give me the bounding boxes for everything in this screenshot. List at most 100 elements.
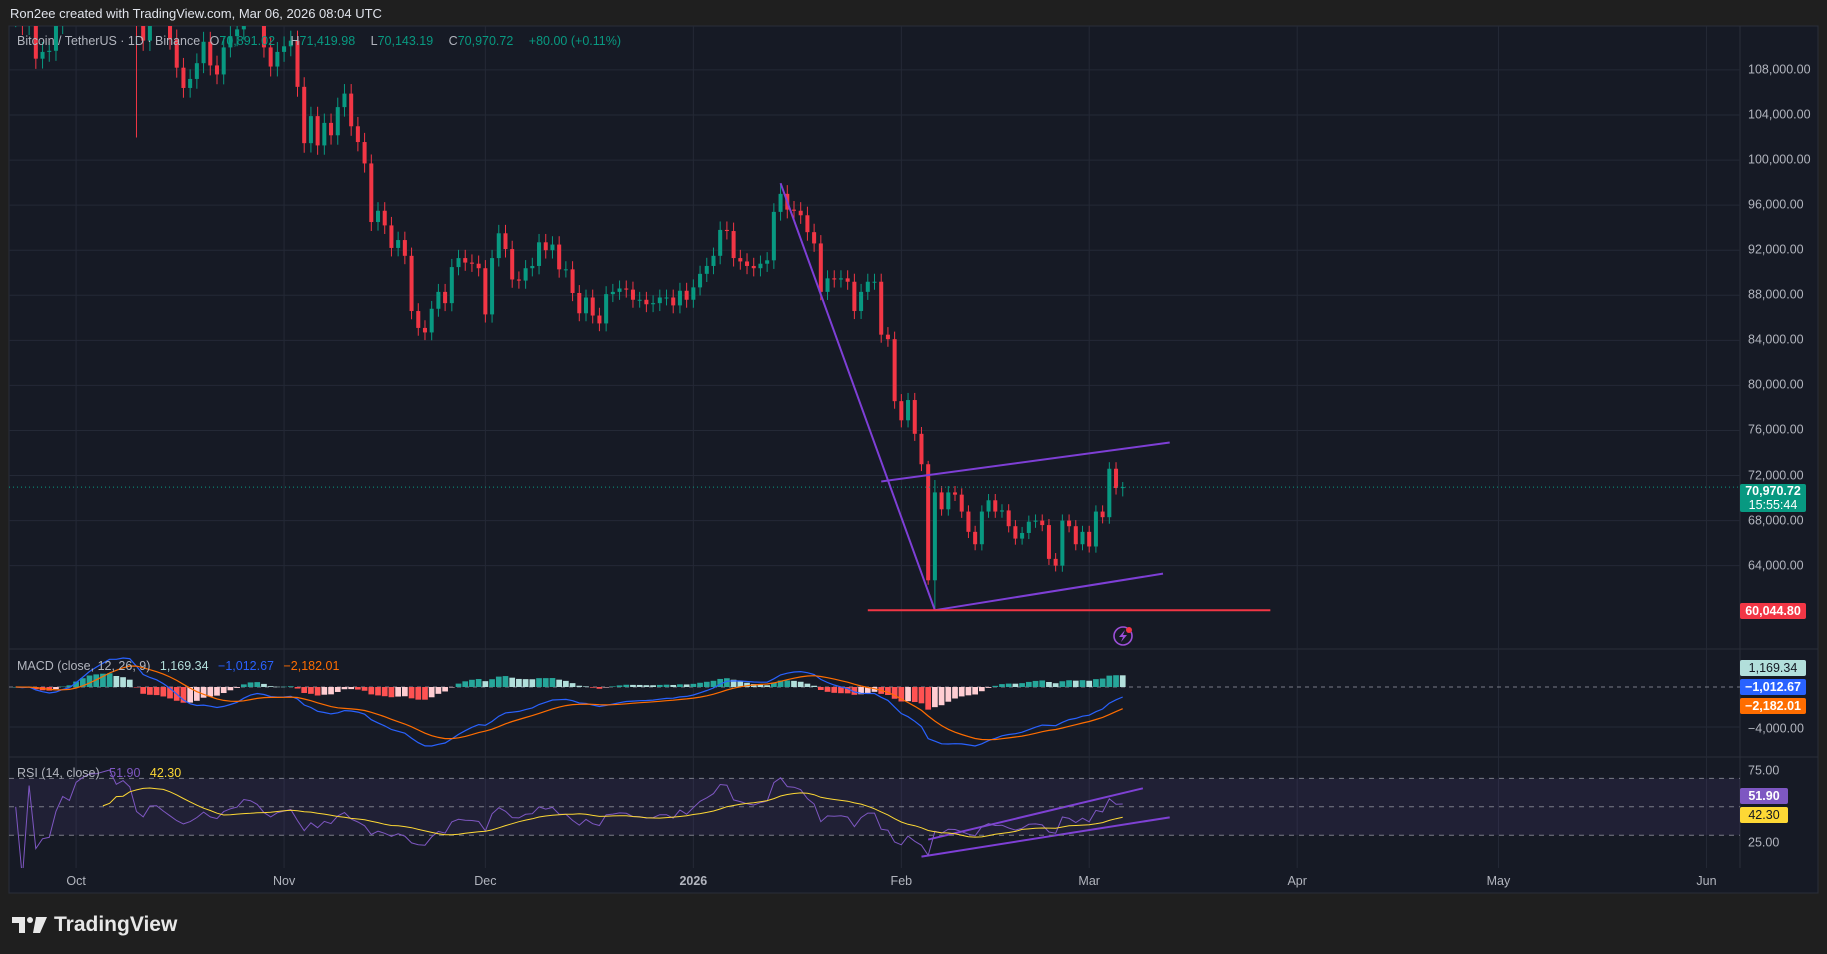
macd-histogram-bar: [771, 682, 777, 687]
macd-histogram-bar: [321, 687, 328, 695]
candle-body: [939, 492, 944, 510]
macd-histogram-bar: [717, 678, 724, 687]
symbol-label[interactable]: Bitcoin / TetherUS · 1D · Binance: [17, 34, 201, 48]
price-axis-label: 64,000.00: [1748, 558, 1804, 573]
candle-body: [174, 39, 179, 68]
rsi-pane[interactable]: [9, 769, 1740, 878]
candle-body: [516, 279, 521, 281]
macd-histogram-bar: [932, 687, 938, 708]
macd-histogram-bar: [1052, 683, 1059, 687]
macd-histogram-bar: [858, 687, 864, 695]
candle-body: [583, 297, 589, 314]
macd-histogram-bar: [287, 686, 294, 687]
price-pane[interactable]: [9, 0, 1740, 612]
time-axis-label: Dec: [474, 874, 497, 888]
candle-body: [208, 41, 213, 66]
macd-histogram-bar: [254, 682, 261, 687]
macd-histogram-bar: [261, 683, 267, 687]
candle-body: [637, 299, 642, 301]
macd-histogram-bar: [542, 678, 549, 687]
candle-body: [20, 17, 24, 25]
price-axis-label: 104,000.00: [1748, 107, 1811, 122]
macd-histogram-bar: [636, 684, 643, 687]
macd-histogram-bar: [1019, 683, 1025, 687]
candle-body: [818, 243, 823, 292]
macd-histogram-bar: [905, 687, 911, 702]
candle-body: [449, 267, 454, 304]
candle-body: [1020, 532, 1025, 539]
trendline: [927, 787, 1144, 841]
candle-body: [469, 262, 474, 264]
macd-histogram-bar: [1066, 680, 1072, 687]
candle-body: [214, 65, 220, 75]
close-value: 70,970.72: [457, 34, 514, 48]
price-axis-label: 80,000.00: [1748, 377, 1804, 392]
macd-histogram-bar: [388, 687, 395, 698]
candle-body: [389, 225, 394, 248]
macd-histogram-bar: [764, 685, 771, 687]
price-axis-label: 76,000.00: [1748, 422, 1804, 437]
macd-histogram-bar: [791, 680, 797, 687]
candle-body: [40, 51, 45, 59]
rsi-ma-tag: 42.30: [1740, 807, 1788, 823]
candle-body: [295, 40, 300, 87]
macd-histogram-bar: [408, 687, 415, 699]
close-label: C: [448, 34, 458, 48]
macd-indicator-label[interactable]: MACD (close, 12, 26, 9): [17, 659, 151, 673]
macd-histogram-bar: [690, 683, 697, 687]
macd-histogram-bar: [375, 687, 381, 696]
time-axis-label: Nov: [272, 874, 296, 888]
last-price-value: 70,970.72: [1745, 484, 1801, 498]
macd-histogram-bar: [1099, 678, 1106, 687]
candle-body: [543, 242, 548, 251]
candle-body: [979, 511, 984, 545]
candle-body: [825, 278, 830, 292]
candle-body: [845, 278, 850, 282]
macd-histogram-bar: [596, 687, 603, 689]
candle-body: [791, 209, 797, 211]
candle-body: [798, 210, 803, 216]
candle-body: [899, 401, 904, 421]
macd-histogram-bar: [683, 684, 690, 687]
rsi-indicator-label[interactable]: RSI (14, close): [17, 766, 100, 780]
candle-body: [671, 297, 676, 306]
tradingview-logo[interactable]: TradingView: [12, 913, 177, 937]
candle-body: [416, 311, 421, 328]
candle-body: [463, 258, 468, 263]
macd-histogram-bar: [549, 678, 556, 687]
candle-body: [973, 531, 978, 545]
macd-histogram-bar: [301, 687, 308, 693]
macd-histogram-bar: [187, 687, 194, 703]
alert-lightning-icon[interactable]: [1113, 626, 1133, 646]
macd-histogram-bar: [214, 687, 220, 696]
candle-body: [255, 1, 259, 15]
macd-histogram-bar: [113, 675, 120, 687]
rsi-value: 51.90: [109, 766, 141, 780]
candle-body: [342, 93, 347, 108]
candle-body: [322, 122, 327, 146]
macd-pane[interactable]: [9, 657, 1740, 747]
candle-body: [510, 249, 515, 280]
candle-body: [617, 288, 622, 292]
macd-histogram-bar: [1046, 681, 1052, 687]
macd-hist-tag: 1,169.34: [1740, 660, 1806, 676]
macd-histogram-bar: [428, 687, 435, 698]
macd-histogram-bar: [274, 686, 281, 688]
macd-histogram-bar: [730, 679, 737, 687]
macd-histogram-bar: [650, 685, 656, 687]
time-axis-label: Apr: [1287, 874, 1307, 888]
macd-histogram-bar: [703, 681, 710, 687]
candle-body: [1100, 511, 1105, 518]
candle-body: [1006, 510, 1011, 527]
macd-histogram-bar: [864, 687, 871, 693]
candle-body: [168, 26, 173, 40]
macd-histogram-bar: [583, 686, 589, 687]
candle-body: [1067, 520, 1072, 527]
macd-histogram-bar: [811, 685, 817, 687]
macd-histogram-bar: [126, 679, 133, 687]
candle-body: [691, 287, 696, 300]
candle-body: [986, 500, 991, 512]
grid-lines: [9, 26, 1740, 868]
candle-body: [27, 10, 31, 25]
